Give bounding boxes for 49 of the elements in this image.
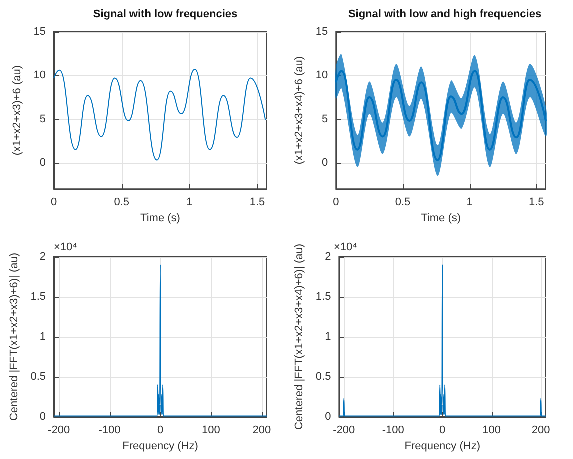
y-tick-label: 0.5 [30, 371, 46, 383]
line-series [54, 69, 266, 161]
y-tick-label: 10 [316, 70, 328, 82]
y-tick-label: 5 [40, 113, 46, 126]
y-axis-title: (x1+x2+x3+x4)+6 (au) [294, 56, 306, 165]
y-axis-title: Centered |FFT(x1+x2+x3+x4)+6)| (au) [294, 244, 306, 430]
x-tick-label: 200 [532, 424, 550, 436]
y-tick-label: 2 [325, 251, 332, 263]
chart-title: Signal with low frequencies [93, 8, 238, 20]
x-tick-label: 200 [252, 424, 272, 436]
y-tick-label: 2 [40, 251, 46, 263]
y-tick-label: 1.5 [316, 291, 332, 303]
text: ×10⁴ [334, 242, 358, 254]
x-tick-label: 0 [157, 424, 164, 436]
y-tick-label: 0 [40, 156, 46, 169]
x-tick-label: 1 [186, 196, 193, 209]
x-tick-label: -100 [382, 424, 404, 436]
text: ×10⁴ [54, 242, 78, 254]
x-tick-label: 1 [466, 196, 473, 209]
y-tick-label: 0.5 [316, 371, 332, 383]
x-tick-label: 1.5 [250, 196, 266, 209]
y-tick-label: 10 [34, 70, 46, 82]
x-axis-title: Time (s) [140, 212, 180, 224]
x-tick-label: 1.5 [528, 196, 544, 209]
y-tick-label: 0 [325, 411, 332, 423]
x-tick-label: 0 [50, 196, 58, 209]
x-axis-title: Frequency (Hz) [122, 440, 198, 452]
y-axis-title: Centered |FFT(x1+x2+x3)+6)| (au) [8, 252, 20, 422]
x-tick-label: 0.5 [114, 196, 130, 209]
x-axis-title: Frequency (Hz) [404, 440, 480, 452]
chart-title: Signal with low and high frequencies [348, 8, 542, 20]
x-tick-label: -100 [98, 424, 121, 436]
x-tick-label: 100 [202, 424, 220, 436]
y-tick-label: 15 [34, 26, 46, 38]
x-tick-label: -200 [333, 424, 356, 436]
x-tick-label: 100 [482, 424, 502, 436]
x-tick-label: 0.5 [395, 196, 411, 209]
y-tick-label: 5 [322, 113, 328, 126]
x-tick-label: 0 [440, 424, 446, 436]
x-tick-label: 0 [333, 196, 340, 209]
y-tick-label: 15 [316, 26, 328, 38]
y-tick-label: 1.5 [30, 291, 46, 303]
y-tick-label: 0 [40, 411, 46, 423]
y-tick-label: 1 [325, 331, 332, 343]
y-axis-title: (x1+x2+x3)+6 (au) [11, 65, 24, 156]
y-tick-label: 0 [322, 156, 328, 169]
x-tick-label: -200 [48, 424, 70, 436]
y-tick-label: 1 [40, 331, 46, 343]
x-axis-title: Time (s) [421, 212, 462, 224]
